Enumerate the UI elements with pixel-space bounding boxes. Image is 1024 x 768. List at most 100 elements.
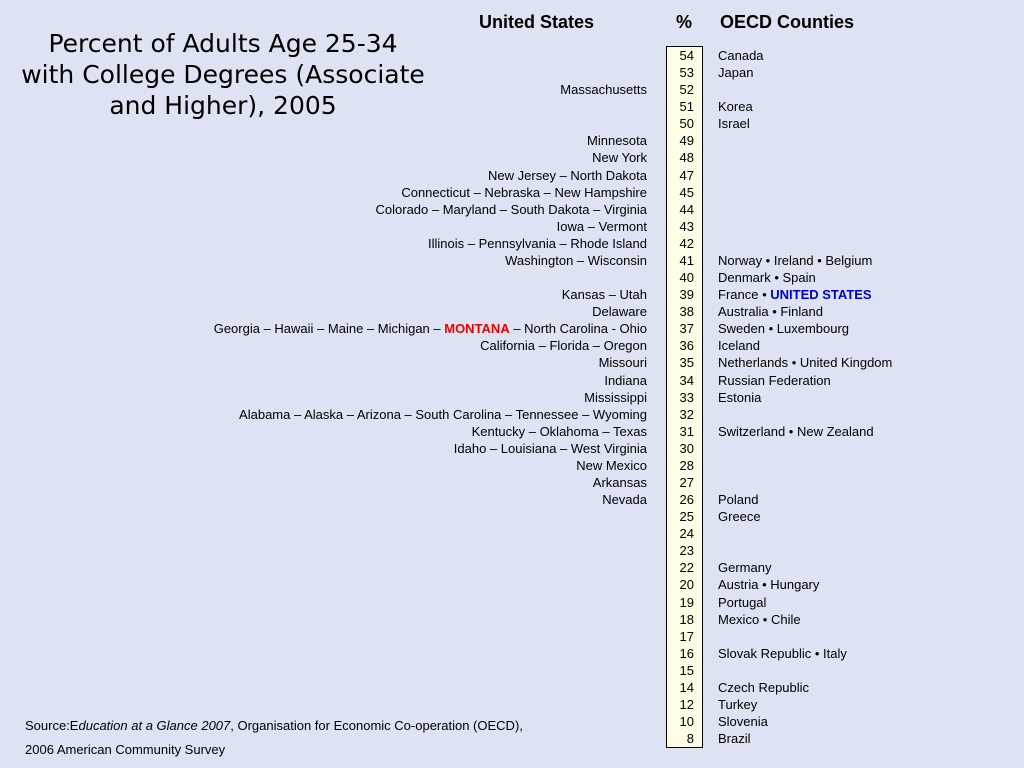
- us-states-text: – North Carolina - Ohio: [509, 321, 647, 337]
- us-states-label: Missouri: [599, 354, 647, 371]
- us-states-label: Minnesota: [587, 132, 647, 149]
- us-states-label: Connecticut – Nebraska – New Hampshire: [401, 184, 647, 201]
- oecd-countries-text: Poland: [718, 492, 759, 508]
- us-states-label: Colorado – Maryland – South Dakota – Vir…: [376, 201, 647, 218]
- us-states-text: Kansas – Utah: [561, 287, 647, 303]
- oecd-countries-text: Switzerland • New Zealand: [718, 423, 874, 439]
- percent-value: 44: [679, 201, 694, 217]
- oecd-column-header: OECD Counties: [720, 12, 855, 32]
- oecd-countries-label: Norway • Ireland • Belgium: [718, 252, 872, 269]
- us-states-text: New Jersey – North Dakota: [488, 167, 647, 183]
- oecd-countries-label: Denmark • Spain: [718, 269, 816, 286]
- us-states-label: Indiana: [604, 372, 647, 389]
- oecd-countries-text: Sweden • Luxembourg: [718, 321, 850, 337]
- source-note: Source:Education at a Glance 2007, Organ…: [25, 717, 523, 734]
- us-states-label: Kansas – Utah: [562, 286, 647, 303]
- percent-value: 38: [679, 304, 694, 320]
- oecd-countries-text: Iceland: [718, 338, 760, 354]
- percent-value: 22: [679, 560, 694, 576]
- percent-value: 33: [679, 389, 694, 405]
- us-states-label: Illinois – Pennsylvania – Rhode Island: [428, 235, 647, 252]
- percent-value: 26: [679, 492, 694, 508]
- oecd-countries-label: France • UNITED STATES: [718, 286, 872, 303]
- us-states-label: Mississippi: [584, 389, 647, 406]
- source-rest: , Organisation for Economic Co-operation…: [230, 718, 523, 733]
- us-states-label: New York: [592, 149, 647, 166]
- us-states-text: Nevada: [602, 492, 647, 508]
- percent-value: 41: [679, 252, 694, 268]
- oecd-countries-text: Brazil: [718, 731, 751, 747]
- percent-value: 23: [679, 543, 694, 559]
- us-states-text: Washington – Wisconsin: [505, 252, 647, 268]
- oecd-countries-label: Estonia: [718, 389, 761, 406]
- us-states-text: Iowa – Vermont: [556, 218, 647, 234]
- oecd-countries-label: Israel: [718, 115, 750, 132]
- oecd-countries-text: Slovenia: [718, 714, 768, 730]
- us-states-text: California – Florida – Oregon: [480, 338, 647, 354]
- us-states-text: Mississippi: [584, 389, 647, 405]
- oecd-countries-text: Mexico • Chile: [718, 611, 801, 627]
- oecd-countries-text: Korea: [718, 99, 753, 115]
- oecd-countries-label: Czech Republic: [718, 679, 809, 696]
- oecd-countries-label: Poland: [718, 491, 758, 508]
- oecd-countries-text: Portugal: [718, 594, 767, 610]
- percent-value: 52: [679, 82, 694, 98]
- source-title: ducation at a Glance 2007: [78, 718, 231, 733]
- percent-value: 34: [679, 372, 694, 388]
- source-note-line2: 2006 American Community Survey: [25, 742, 226, 757]
- percent-value: 25: [679, 509, 694, 525]
- percent-value: 50: [679, 116, 694, 132]
- percent-value: 15: [679, 662, 694, 678]
- us-states-label: Idaho – Louisiana – West Virginia: [454, 440, 647, 457]
- oecd-countries-label: Iceland: [718, 337, 760, 354]
- percent-value: 24: [679, 526, 694, 542]
- oecd-countries-text: Estonia: [718, 389, 762, 405]
- percent-value: 40: [679, 270, 694, 286]
- us-states-text: Delaware: [592, 304, 647, 320]
- oecd-countries-label: Turkey: [718, 696, 757, 713]
- percent-value: 12: [679, 697, 694, 713]
- percent-value: 8: [686, 731, 694, 747]
- us-states-label: Nevada: [602, 491, 647, 508]
- us-states-label: Georgia – Hawaii – Maine – Michigan – MO…: [214, 320, 647, 337]
- us-states-label: New Jersey – North Dakota: [488, 167, 647, 184]
- us-states-text: Alabama – Alaska – Arizona – South Carol…: [239, 406, 647, 422]
- us-states-text: Connecticut – Nebraska – New Hampshire: [401, 184, 647, 200]
- oecd-countries-text: Norway • Ireland • Belgium: [718, 252, 873, 268]
- source-prefix: Source:E: [25, 718, 79, 733]
- oecd-countries-text: Japan: [718, 65, 754, 81]
- oecd-countries-text: France •: [718, 287, 771, 303]
- percent-value: 36: [679, 338, 694, 354]
- oecd-countries-label: Canada: [718, 47, 764, 64]
- percent-value: 28: [679, 457, 694, 473]
- us-states-text: Illinois – Pennsylvania – Rhode Island: [428, 235, 647, 251]
- us-states-label: Arkansas: [593, 474, 647, 491]
- oecd-countries-label: Portugal: [718, 594, 766, 611]
- percent-value: 27: [679, 475, 694, 490]
- oecd-countries-label: Japan: [718, 64, 753, 81]
- percent-value: 10: [679, 714, 694, 730]
- percent-value: 43: [679, 218, 694, 234]
- percent-value: 35: [679, 355, 694, 371]
- percent-value: 45: [679, 184, 694, 200]
- percent-value: 32: [679, 406, 694, 422]
- percent-value: 37: [679, 321, 694, 337]
- us-states-label: Washington – Wisconsin: [505, 252, 647, 269]
- oecd-countries-text: Netherlands • United Kingdom: [718, 355, 893, 371]
- oecd-countries-label: Austria • Hungary: [718, 576, 819, 593]
- percent-value: 42: [679, 235, 694, 251]
- percent-value: 18: [679, 611, 694, 627]
- us-states-text: Missouri: [598, 355, 647, 371]
- us-states-text: Massachusetts: [560, 82, 647, 98]
- oecd-countries-label: Brazil: [718, 730, 751, 747]
- us-states-label: Alabama – Alaska – Arizona – South Carol…: [239, 406, 647, 423]
- us-column-header: United States: [478, 12, 594, 32]
- percent-value: 30: [679, 440, 694, 456]
- percent-value: 39: [679, 287, 694, 303]
- percent-value: 51: [679, 99, 694, 115]
- oecd-countries-label: Australia • Finland: [718, 303, 823, 320]
- us-states-label: California – Florida – Oregon: [480, 337, 647, 354]
- oecd-countries-label: Switzerland • New Zealand: [718, 423, 874, 440]
- us-states-text: Indiana: [604, 372, 647, 388]
- us-states-label: New Mexico: [576, 457, 647, 474]
